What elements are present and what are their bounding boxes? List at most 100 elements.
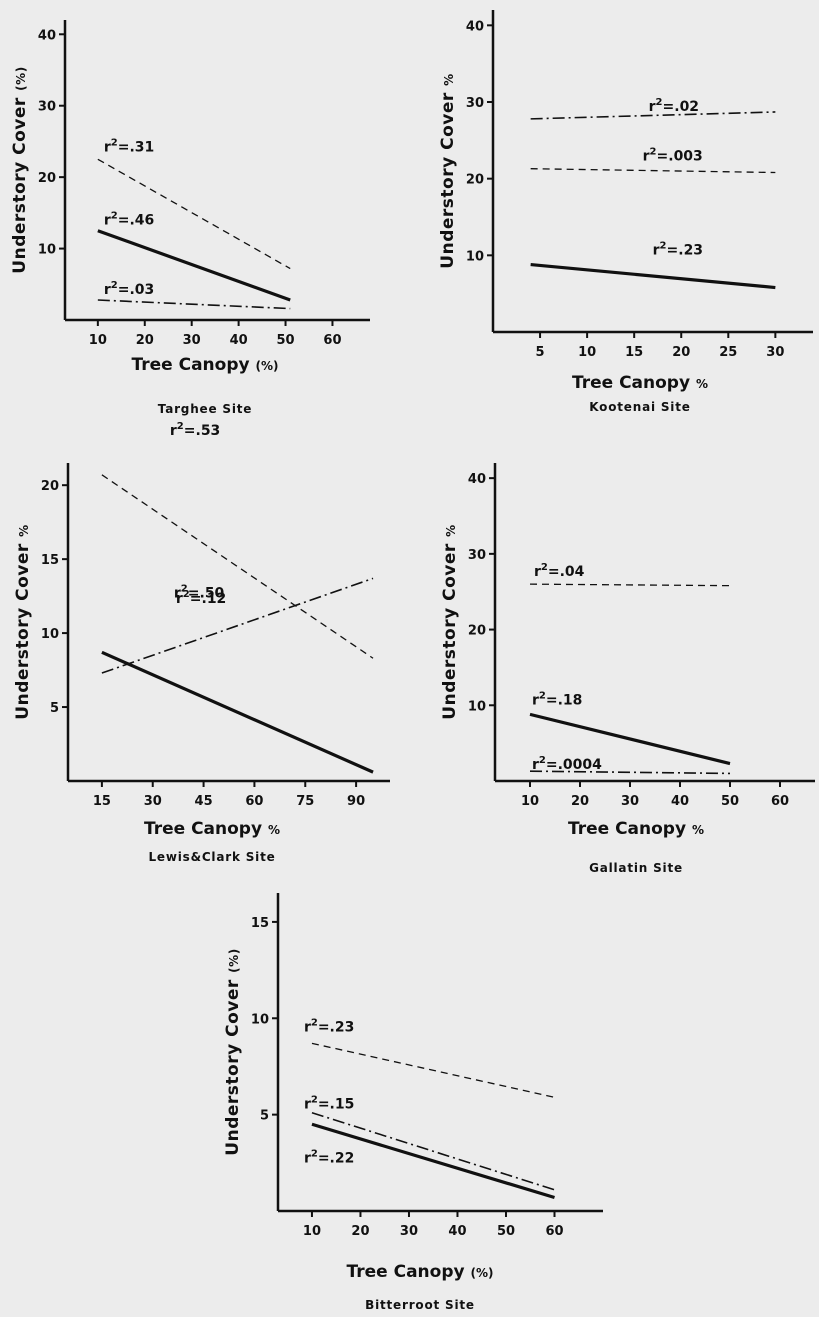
r-squared-superscript: 2: [181, 583, 188, 594]
r-squared-label: r2=.03: [104, 280, 154, 298]
x-tick-label: 75: [296, 794, 314, 809]
site-label: Targhee Site: [158, 402, 252, 416]
r-squared-symbol: r: [304, 1019, 311, 1035]
series-line-dashdot: [101, 577, 374, 674]
site-label: Kootenai Site: [589, 400, 690, 414]
r-squared-label: r2=.31: [104, 137, 154, 155]
r-squared-label: r2=.50: [174, 583, 225, 601]
x-tick-label: 60: [245, 794, 263, 809]
x-tick-label: 20: [351, 1224, 369, 1239]
series-line-dashdot: [311, 1111, 555, 1191]
r-squared-value: =.18: [546, 692, 583, 708]
r-squared-value: =.04: [548, 564, 585, 580]
x-tick-label: 40: [671, 794, 689, 809]
x-tick-label: 30: [144, 794, 162, 809]
y-tick-label: 10: [38, 243, 56, 258]
r-squared-superscript: 2: [311, 1095, 318, 1106]
r-squared-superscript: 2: [311, 1148, 318, 1159]
r-squared-symbol: r: [104, 282, 111, 298]
x-axis-title: Tree Canopy (%): [347, 1262, 494, 1282]
site-label: Gallatin Site: [589, 861, 683, 875]
r-squared-value: =.23: [667, 243, 704, 259]
r-squared-symbol: r: [170, 423, 177, 439]
r-squared-superscript: 2: [111, 211, 118, 222]
y-tick-label: 40: [466, 19, 484, 34]
r-squared-value: =.12: [190, 591, 227, 607]
y-axis-title-text: Understory Cover: [223, 973, 243, 1156]
r-squared-superscript: 2: [656, 97, 663, 108]
x-axis-title: Tree Canopy %: [568, 819, 704, 839]
r-squared-value: =.02: [663, 99, 700, 115]
x-tick-label: 60: [323, 333, 341, 348]
r-squared-symbol: r: [304, 1150, 311, 1166]
series-line-solid: [530, 262, 776, 290]
r-squared-label: r2=.22: [304, 1148, 354, 1166]
r-squared-value: =.23: [318, 1019, 355, 1035]
y-tick-label: 5: [260, 1109, 269, 1124]
series-line-solid: [311, 1122, 555, 1200]
r-squared-superscript: 2: [177, 421, 184, 432]
r-squared-superscript: 2: [111, 137, 118, 148]
r-squared-value: =.0004: [546, 757, 602, 773]
y-tick-label: 30: [38, 100, 56, 115]
r-squared-label: r2=.04: [534, 562, 585, 580]
r-squared-symbol: r: [176, 591, 183, 607]
series-line-dashed: [97, 158, 291, 270]
r-squared-label: r2=.15: [304, 1095, 354, 1113]
r-squared-value: =.46: [118, 213, 155, 229]
r-squared-symbol: r: [304, 1097, 311, 1113]
x-axis-title-text: Tree Canopy: [347, 1262, 471, 1282]
x-tick-label: 20: [136, 333, 154, 348]
r-squared-label: r2=.02: [649, 97, 699, 115]
x-axis-title-text: Tree Canopy: [132, 355, 256, 375]
y-axis-title-text: Understory Cover: [440, 537, 460, 720]
x-tick-label: 20: [672, 345, 690, 360]
series-line-dashdot: [529, 770, 731, 775]
r-squared-label: r2=.12: [176, 589, 226, 607]
y-tick-label: 20: [41, 479, 59, 494]
series-line-dashed: [101, 474, 374, 659]
panel-targhee-site: 10 20 30 40 10 20 30 40 50 60 Understory Cover (%)…: [10, 20, 370, 416]
r-squared-value: =.53: [184, 423, 221, 439]
site-label: Bitterroot Site: [365, 1298, 475, 1312]
y-axis-title: Understory Cover (%): [223, 948, 243, 1155]
r-squared-value: =.03: [118, 282, 155, 298]
r-squared-label: r2=.003: [643, 147, 703, 165]
r-squared-symbol: r: [104, 139, 111, 155]
y-tick-label: 40: [468, 472, 486, 487]
r-squared-label: r2=.23: [304, 1017, 354, 1035]
y-axis-unit: %: [17, 524, 31, 537]
r-squared-symbol: r: [174, 585, 181, 601]
y-axis-unit: %: [442, 73, 456, 86]
r-squared-symbol: r: [643, 149, 650, 165]
x-tick-label: 30: [400, 1224, 418, 1239]
series-line-dashdot: [97, 299, 291, 310]
r-squared-superscript: 2: [541, 562, 548, 573]
y-axis-title-text: Understory Cover: [438, 86, 458, 269]
x-tick-label: 5: [536, 345, 545, 360]
r-squared-symbol: r: [532, 692, 539, 708]
x-tick-label: 50: [497, 1224, 515, 1239]
r-squared-superscript: 2: [183, 589, 190, 600]
r-squared-symbol: r: [532, 757, 539, 773]
y-tick-label: 15: [41, 553, 59, 568]
x-axis-title-text: Tree Canopy: [144, 819, 268, 839]
r-squared-symbol: r: [653, 243, 660, 259]
x-tick-label: 50: [721, 794, 739, 809]
y-tick-label: 30: [466, 96, 484, 111]
y-axis-title-text: Understory Cover: [13, 537, 33, 720]
r-squared-superscript: 2: [660, 241, 667, 252]
series-line-solid: [101, 650, 374, 774]
x-axis-unit: %: [696, 377, 708, 391]
series-line-dashdot: [530, 111, 776, 120]
y-tick-label: 20: [466, 173, 484, 188]
r-squared-value: =.31: [118, 139, 155, 155]
series-line-dashed: [529, 583, 731, 587]
x-axis-unit: (%): [471, 1266, 494, 1280]
x-axis-unit: %: [268, 823, 280, 837]
x-tick-label: 15: [625, 345, 643, 360]
